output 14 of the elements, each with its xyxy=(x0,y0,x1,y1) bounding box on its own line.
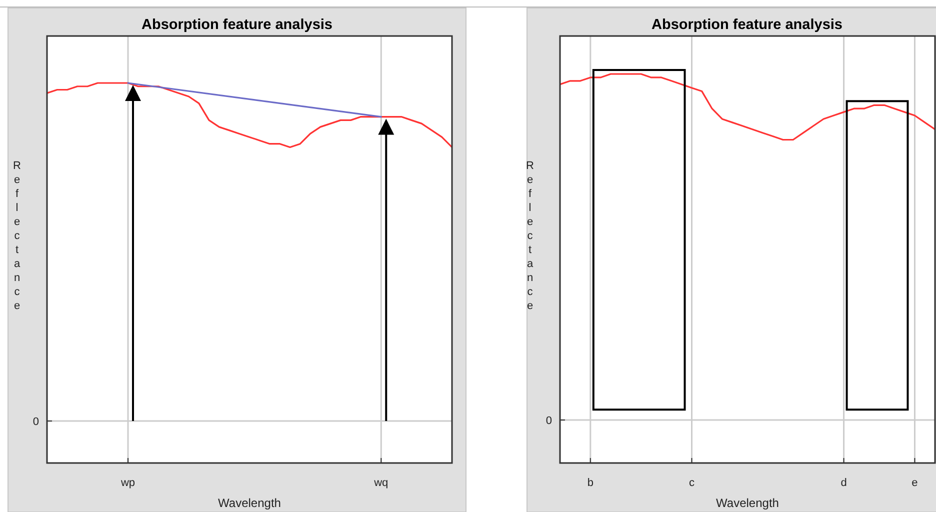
y-axis-title: Reflectance xyxy=(11,160,23,314)
x-tick-label: b xyxy=(587,477,594,489)
x-tick-label: e xyxy=(912,477,918,489)
x-tick-label: wp xyxy=(120,477,136,489)
text: 0 xyxy=(546,415,552,427)
x-axis-title: Wavelength xyxy=(218,496,281,510)
chart-title: Absorption feature analysis xyxy=(652,17,842,33)
text: 0 xyxy=(32,416,39,428)
x-tick-label: wq xyxy=(373,477,388,489)
x-tick-label: d xyxy=(840,477,847,489)
chart-title: Absorption feature analysis xyxy=(142,17,332,33)
y-axis-title: Reflectance xyxy=(524,160,536,314)
x-tick-label: c xyxy=(689,477,696,489)
x-axis-title: Wavelength xyxy=(716,496,779,510)
